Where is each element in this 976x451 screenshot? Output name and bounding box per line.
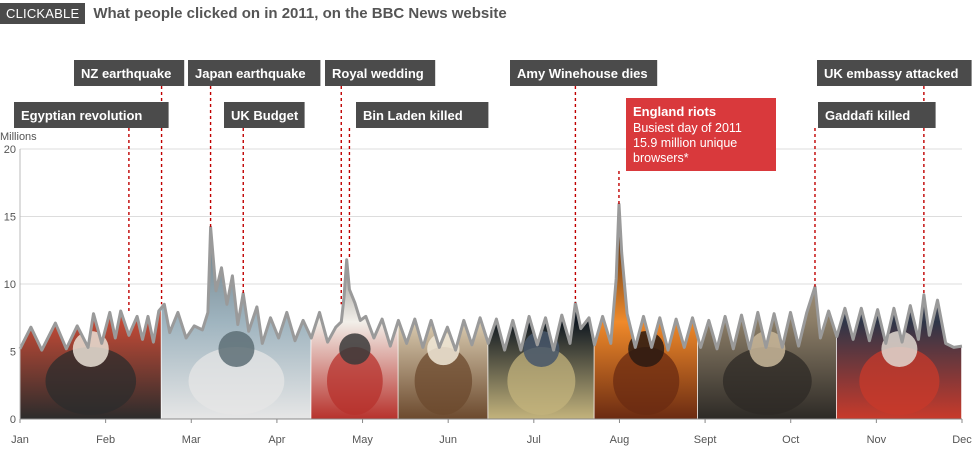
annotation-box [817,60,972,86]
y-tick-label: 10 [4,279,16,291]
panel-figure-body [326,347,383,415]
annotation-box [224,102,305,128]
panel-figure-head [339,333,371,365]
y-tick-label: 0 [10,414,16,426]
panel-figure-head [881,331,918,367]
annotation-box [356,102,489,128]
annotation-uk-embassy-attacked: UK embassy attacked [817,60,972,86]
annotation-gaddafi-killed: Gaddafi killed [818,102,936,128]
panel-figure-body [613,347,680,415]
x-tick-label: Oct [782,434,799,446]
royal-wedding-photo [311,204,400,419]
annotation-box [510,60,658,86]
annotation-japan-earthquake: Japan earthquake [188,60,321,86]
y-axis-label: Millions [0,131,37,143]
annotation-box [14,102,169,128]
panel-figure-body [507,347,576,415]
annotation-detail: browsers* [633,151,689,165]
x-tick-label: Dec [952,434,972,446]
annotation-detail: 15.9 million unique [633,136,737,150]
annotation-box [818,102,936,128]
annotation-label: UK Budget [231,108,299,123]
annotation-label: Japan earthquake [195,66,306,81]
x-tick-label: Nov [867,434,887,446]
gaddafi-photo [697,204,838,419]
annotation-box [325,60,436,86]
x-tick-label: Sept [694,434,717,446]
x-tick-label: Mar [182,434,201,446]
annotation-box [74,60,185,86]
event-annotations: Egyptian revolution NZ earthquake Japan ea… [14,60,972,171]
y-tick-label: 5 [10,347,16,359]
uk-embassy-photo [836,204,962,419]
x-tick-label: Feb [96,434,115,446]
x-tick-label: May [352,434,373,446]
y-tick-label: 15 [4,212,16,224]
x-tick-label: Jun [439,434,457,446]
england-riots-photo [594,204,699,419]
panel-figure-head [218,331,255,367]
annotation-label: Bin Laden killed [363,108,463,123]
header: CLICKABLE What people clicked on in 2011… [0,0,507,26]
panel-figure-body [45,347,137,415]
annotation-box [188,60,321,86]
annotation-nz-earthquake: NZ earthquake [74,60,185,86]
annotation-royal-wedding: Royal wedding [325,60,436,86]
y-tick-label: 20 [4,144,16,156]
page-title: What people clicked on in 2011, on the B… [93,4,507,22]
panel-figure-head [749,331,786,367]
annotation-label: Amy Winehouse dies [517,66,648,81]
annotation-amy-winehouse-dies: Amy Winehouse dies [510,60,658,86]
annotation-label: Royal wedding [332,66,424,81]
series-line [18,202,963,352]
annotation-box [626,98,776,171]
series-line-layer [18,202,963,352]
panel-figure-body [188,347,285,415]
annotation-label: England riots [633,104,716,119]
x-tick-label: Jan [11,434,29,446]
panel-figure-body [414,347,473,415]
clickable-tag: CLICKABLE [0,2,86,24]
annotation-bin-laden-killed: Bin Laden killed [356,102,489,128]
photo-collage [20,204,962,419]
annotation-label: NZ earthquake [81,66,171,81]
annotation-uk-budget: UK Budget [224,102,305,128]
annotation-label: Gaddafi killed [825,108,910,123]
panel-figure-body [859,347,940,415]
x-tick-label: Aug [610,434,630,446]
x-tick-label: Jul [527,434,541,446]
panel-figure-body [722,347,812,415]
annotation-detail: Busiest day of 2011 [633,121,742,135]
x-tick-label: Apr [268,434,285,446]
bin-laden-photo [398,204,490,419]
annotation-label: Egyptian revolution [21,108,142,123]
egypt-protest-photo [20,204,163,419]
annotation-egyptian-revolution: Egyptian revolution [14,102,169,128]
annotation-label: UK embassy attacked [824,66,958,81]
